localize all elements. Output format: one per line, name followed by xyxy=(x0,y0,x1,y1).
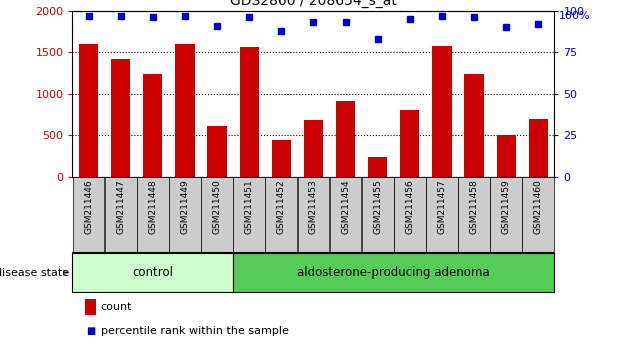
FancyBboxPatch shape xyxy=(458,177,490,253)
Bar xyxy=(175,44,195,177)
Text: GSM211456: GSM211456 xyxy=(405,179,415,234)
Text: GSM211450: GSM211450 xyxy=(212,179,222,234)
Text: GSM211460: GSM211460 xyxy=(534,179,543,234)
Text: ■: ■ xyxy=(86,326,95,336)
FancyBboxPatch shape xyxy=(72,253,233,292)
FancyBboxPatch shape xyxy=(72,177,105,253)
FancyBboxPatch shape xyxy=(394,177,426,253)
FancyBboxPatch shape xyxy=(137,177,169,253)
FancyBboxPatch shape xyxy=(362,177,394,253)
Text: GSM211459: GSM211459 xyxy=(501,179,511,234)
FancyBboxPatch shape xyxy=(297,177,329,253)
FancyBboxPatch shape xyxy=(233,253,554,292)
Bar xyxy=(368,157,387,177)
Bar xyxy=(400,110,420,177)
Text: count: count xyxy=(101,302,132,312)
FancyBboxPatch shape xyxy=(105,177,137,253)
Text: GSM211452: GSM211452 xyxy=(277,179,286,234)
Text: GSM211451: GSM211451 xyxy=(244,179,254,234)
Bar xyxy=(432,46,452,177)
Bar xyxy=(239,47,259,177)
FancyBboxPatch shape xyxy=(233,177,265,253)
Bar xyxy=(207,126,227,177)
Text: 100%: 100% xyxy=(559,11,591,21)
Bar xyxy=(336,101,355,177)
Text: GSM211446: GSM211446 xyxy=(84,179,93,234)
Text: disease state: disease state xyxy=(0,268,69,278)
Text: GSM211449: GSM211449 xyxy=(180,179,190,234)
Title: GDS2860 / 208654_s_at: GDS2860 / 208654_s_at xyxy=(230,0,397,8)
Text: GSM211454: GSM211454 xyxy=(341,179,350,234)
FancyBboxPatch shape xyxy=(265,177,297,253)
Bar xyxy=(464,74,484,177)
Bar xyxy=(304,120,323,177)
Bar xyxy=(529,119,548,177)
Text: GSM211457: GSM211457 xyxy=(437,179,447,234)
Text: GSM211453: GSM211453 xyxy=(309,179,318,234)
Bar xyxy=(111,59,130,177)
Text: control: control xyxy=(132,266,173,279)
FancyBboxPatch shape xyxy=(522,177,554,253)
FancyBboxPatch shape xyxy=(169,177,201,253)
Bar xyxy=(143,74,163,177)
FancyBboxPatch shape xyxy=(201,177,233,253)
FancyBboxPatch shape xyxy=(426,177,458,253)
Bar xyxy=(496,135,516,177)
Text: GSM211448: GSM211448 xyxy=(148,179,158,234)
Text: GSM211455: GSM211455 xyxy=(373,179,382,234)
Text: GSM211458: GSM211458 xyxy=(469,179,479,234)
FancyBboxPatch shape xyxy=(490,177,522,253)
Text: GSM211447: GSM211447 xyxy=(116,179,125,234)
Bar xyxy=(272,141,291,177)
Text: aldosterone-producing adenoma: aldosterone-producing adenoma xyxy=(297,266,490,279)
Text: percentile rank within the sample: percentile rank within the sample xyxy=(101,326,289,336)
Bar xyxy=(79,44,98,177)
FancyBboxPatch shape xyxy=(329,177,362,253)
